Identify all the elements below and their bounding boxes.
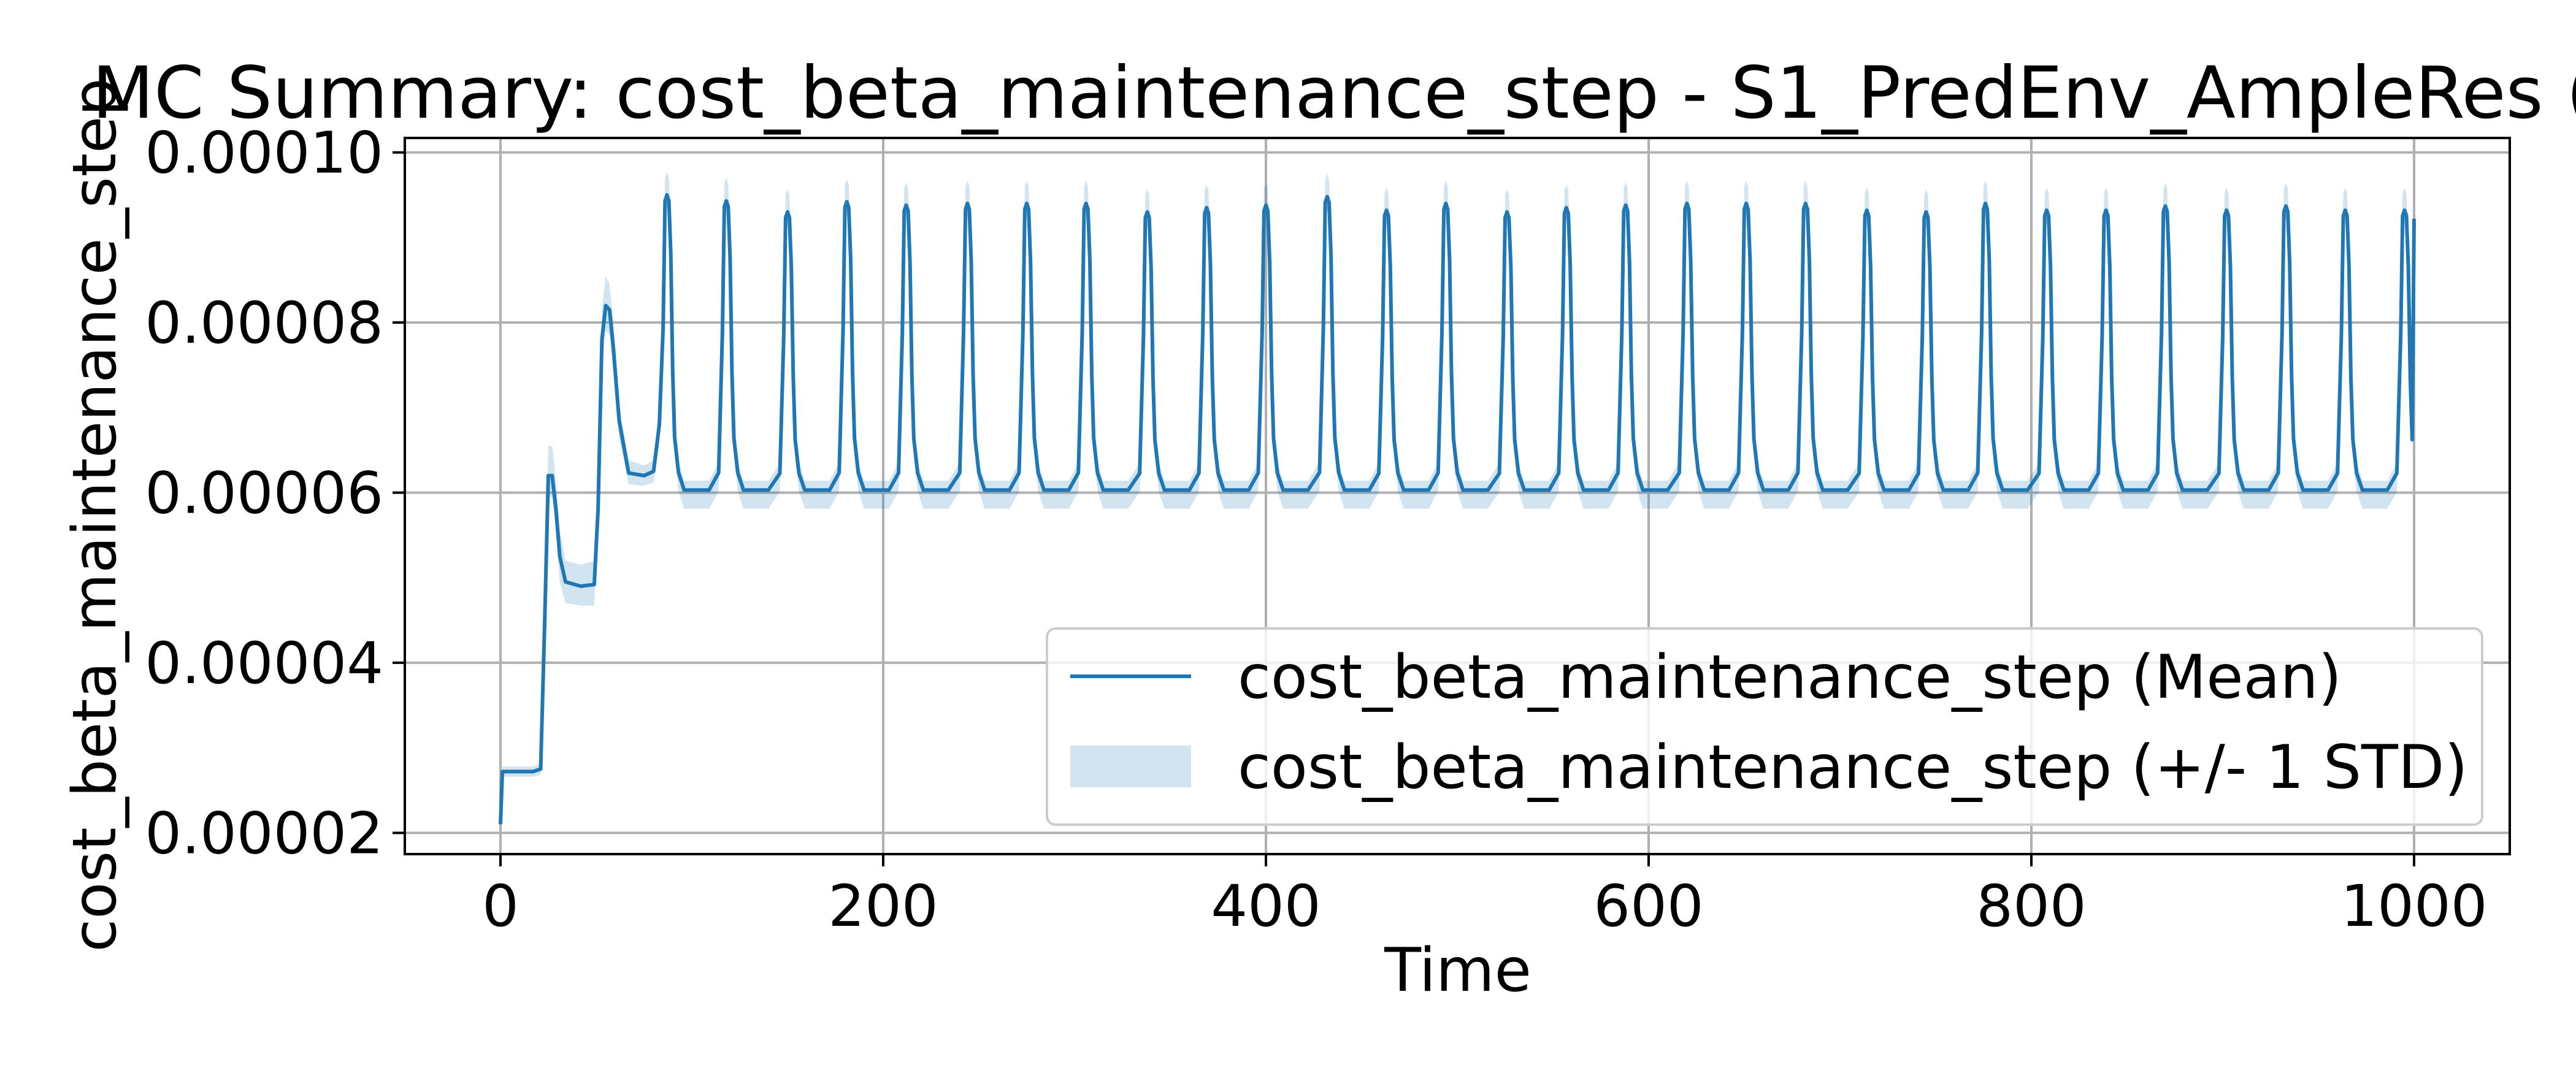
x-axis-label: Time [1384,936,1531,1006]
chart-title: MC Summary: cost_beta_maintenance_step -… [92,51,2576,135]
std-band-layer [500,172,2414,829]
legend-mean-label: cost_beta_maintenance_step (Mean) [1238,643,2342,712]
legend-band-label: cost_beta_maintenance_step (+/- 1 STD) [1238,733,2468,803]
y-tick-label: 0.00008 [145,290,383,357]
x-tick-label: 1000 [2340,873,2487,940]
x-tick-label: 0 [482,873,519,940]
y-tick-label: 0.00002 [145,800,383,867]
legend: cost_beta_maintenance_step (Mean) cost_b… [1046,627,2483,826]
x-tick-label: 600 [1593,873,1703,940]
axis-ticks: 0 200 400 600 800 1000 0.00002 0.00004 0.00006 0.… [145,120,2487,940]
mean-line [499,193,2416,825]
std-band [500,172,2414,829]
x-tick-label: 200 [828,873,938,940]
y-axis-label: cost_beta_maintenance_step [60,78,130,952]
x-tick-label: 800 [1976,873,2086,940]
legend-band-swatch [1070,746,1191,787]
mean-line-layer [499,193,2416,825]
plot-area-frame [404,137,2511,855]
x-tick-label: 400 [1211,873,1321,940]
legend-box [1046,627,2483,826]
y-tick-label: 0.00010 [145,120,383,187]
y-tick-label: 0.00004 [145,630,383,697]
y-tick-label: 0.00006 [145,460,383,527]
